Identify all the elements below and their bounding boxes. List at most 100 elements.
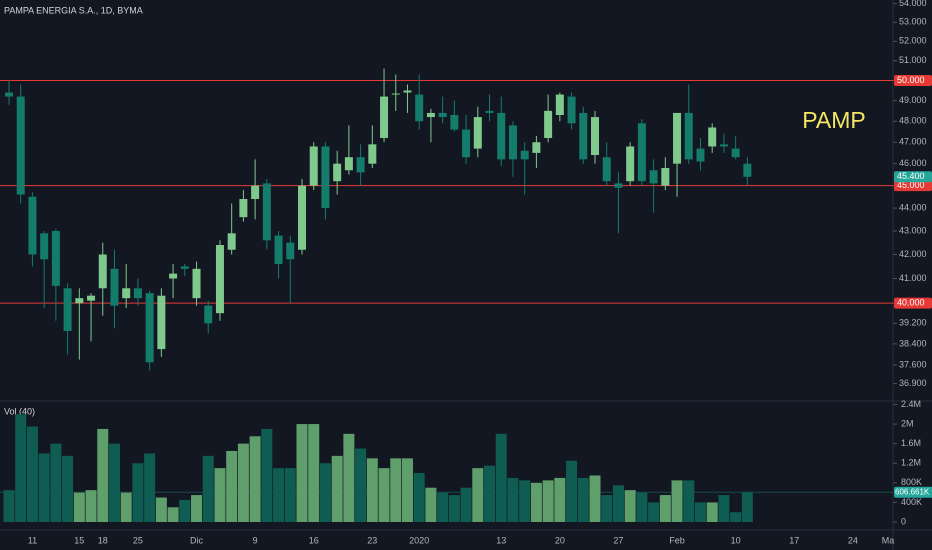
volume-bar	[73, 492, 85, 522]
x-tick-label: 20	[555, 535, 565, 545]
y-tick-label: 1.6M	[901, 438, 921, 448]
candle-body	[239, 199, 248, 218]
y-tick-label: 52.000	[899, 36, 927, 46]
price-tag-label: 45.400	[897, 171, 925, 181]
volume-bar	[355, 448, 367, 522]
x-tick-label: Dic	[190, 535, 203, 545]
candle-body	[485, 110, 494, 113]
volume-bar	[624, 490, 636, 522]
y-tick-label: 43.000	[899, 225, 927, 235]
candle-body	[567, 96, 576, 124]
candle-body	[391, 93, 400, 95]
volume-bar	[425, 487, 437, 522]
x-tick-label: 17	[789, 535, 799, 545]
y-tick-label: 53.000	[899, 17, 927, 27]
y-tick-label: 36.900	[899, 378, 927, 388]
volume-bar	[566, 460, 578, 522]
volume-bar	[202, 455, 214, 522]
volume-bar	[648, 502, 660, 522]
volume-bar	[706, 502, 718, 522]
volume-bar	[437, 492, 449, 522]
volume-bar	[612, 485, 624, 522]
candle-body	[520, 150, 529, 160]
x-tick-label: 24	[848, 535, 858, 545]
candle-body	[75, 298, 84, 304]
volume-bar	[62, 455, 74, 522]
candle-body	[673, 112, 682, 164]
x-tick-label: 11	[28, 535, 37, 545]
candle-body	[403, 90, 412, 93]
y-tick-label: 49.000	[899, 95, 927, 105]
candle-body	[309, 146, 318, 186]
candle-body	[169, 273, 178, 279]
price-tag-label: 50.000	[897, 75, 925, 85]
volume-bar	[577, 477, 589, 522]
volume-bar	[530, 482, 542, 522]
volume-bar	[50, 443, 62, 522]
candle-body	[380, 96, 389, 138]
candle-body	[637, 123, 646, 182]
candle-body	[579, 112, 588, 160]
volume-bar	[226, 450, 238, 522]
volume-bar	[472, 468, 484, 522]
volume-bar	[132, 463, 144, 522]
candle-body	[438, 112, 447, 118]
candle-body	[602, 157, 611, 182]
candle-body	[286, 242, 295, 260]
candle-body	[110, 268, 119, 306]
volume-bar	[237, 443, 249, 522]
volume-bar	[542, 480, 554, 522]
volume-bar	[601, 495, 613, 522]
candle-body	[262, 183, 271, 241]
candle-body	[731, 148, 740, 158]
volume-bar	[741, 492, 753, 522]
candle-body	[708, 127, 717, 147]
y-tick-label: 800K	[901, 477, 922, 487]
x-tick-label: 9	[253, 535, 258, 545]
y-tick-label: 54.000	[899, 0, 927, 8]
candle-body	[696, 148, 705, 162]
candle-body	[122, 288, 131, 299]
volume-bar	[343, 433, 355, 522]
volume-tag-label: 606.661K	[895, 487, 930, 496]
volume-bar	[390, 458, 402, 522]
volume-bar	[273, 468, 285, 522]
x-tick-label: 13	[496, 535, 506, 545]
candle-body	[204, 305, 213, 324]
candle-body	[626, 146, 635, 182]
volume-bar	[38, 453, 50, 522]
candle-body	[661, 168, 670, 186]
candle-body	[356, 157, 365, 173]
candle-body	[133, 288, 142, 299]
volume-bar	[589, 475, 601, 522]
volume-bar	[85, 490, 97, 522]
volume-bar	[730, 512, 742, 522]
volume-bar	[413, 473, 425, 522]
price-tag	[894, 297, 932, 309]
volume-bar	[284, 468, 296, 522]
price-tag-label: 45.000	[897, 180, 925, 190]
candle-body	[298, 185, 306, 250]
candle-body	[544, 110, 553, 138]
candle-body	[614, 183, 623, 188]
candle-body	[16, 96, 25, 195]
x-tick-label: 23	[367, 535, 377, 545]
volume-bar	[519, 480, 531, 522]
y-tick-label: 51.000	[899, 55, 927, 65]
candle-body	[344, 157, 353, 171]
y-tick-label: 0	[901, 516, 906, 526]
candle-body	[274, 235, 283, 265]
volume-bar	[296, 424, 308, 522]
candle-body	[180, 266, 189, 269]
price-tag	[894, 74, 932, 86]
volume-bar	[554, 477, 566, 522]
y-tick-label: 48.000	[899, 116, 927, 126]
volume-bar	[718, 495, 730, 522]
price-tag	[894, 171, 932, 183]
volume-bar	[319, 463, 331, 522]
volume-bar	[366, 458, 378, 522]
volume-bar	[108, 443, 120, 522]
candle-body	[555, 94, 564, 116]
volume-bar	[15, 414, 27, 522]
